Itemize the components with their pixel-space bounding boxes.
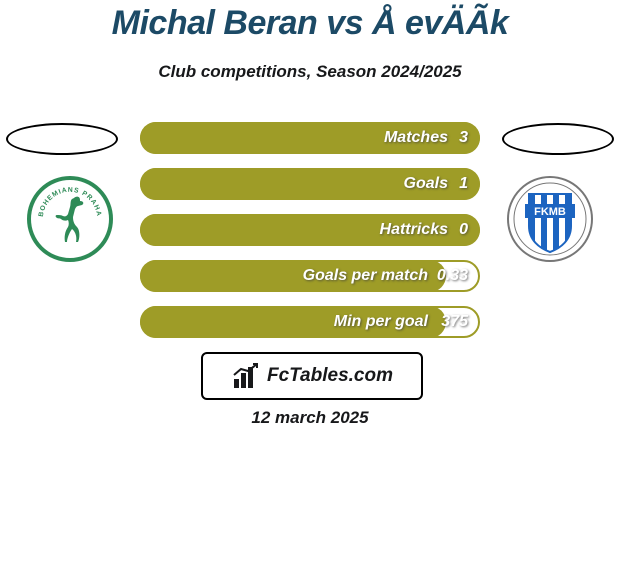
stat-bar-value: 1	[459, 168, 468, 200]
team-ellipse-right	[502, 123, 614, 155]
stat-bar-label: Min per goal	[140, 306, 428, 338]
stat-bar-label: Goals per match	[140, 260, 428, 292]
stat-bar-value: 0.33	[437, 260, 468, 292]
stat-bar-label: Matches	[140, 122, 448, 154]
stat-bar: Matches 3	[140, 122, 480, 154]
team-badge-left: BOHEMIANS PRAHA	[27, 176, 113, 262]
stat-bar-label: Hattricks	[140, 214, 448, 246]
stat-bar-value: 0	[459, 214, 468, 246]
stat-bar-label: Goals	[140, 168, 448, 200]
page-date: 12 march 2025	[0, 408, 620, 428]
team-ellipse-left	[6, 123, 118, 155]
stat-bar: Goals per match 0.33	[140, 260, 480, 292]
stat-bar-value: 3	[459, 122, 468, 154]
kangaroo-icon	[50, 194, 90, 244]
team-badge-right: FKMB	[507, 176, 593, 262]
team-badge-right-svg: FKMB	[507, 176, 593, 262]
stat-bar: Min per goal 375	[140, 306, 480, 338]
stat-bar: Hattricks 0	[140, 214, 480, 246]
bar-chart-icon	[231, 361, 261, 391]
page-title: Michal Beran vs Å evÄÃ­k	[0, 4, 620, 43]
site-brand-text: FcTables.com	[267, 365, 393, 387]
stat-bar-value: 375	[441, 306, 468, 338]
site-brand-box[interactable]: FcTables.com	[201, 352, 423, 400]
page-subtitle: Club competitions, Season 2024/2025	[0, 62, 620, 82]
team-badge-right-text: FKMB	[534, 206, 566, 218]
stat-bars: Matches 3 Goals 1 Hattricks 0 Goals per match 0…	[140, 122, 480, 352]
stat-bar: Goals 1	[140, 168, 480, 200]
